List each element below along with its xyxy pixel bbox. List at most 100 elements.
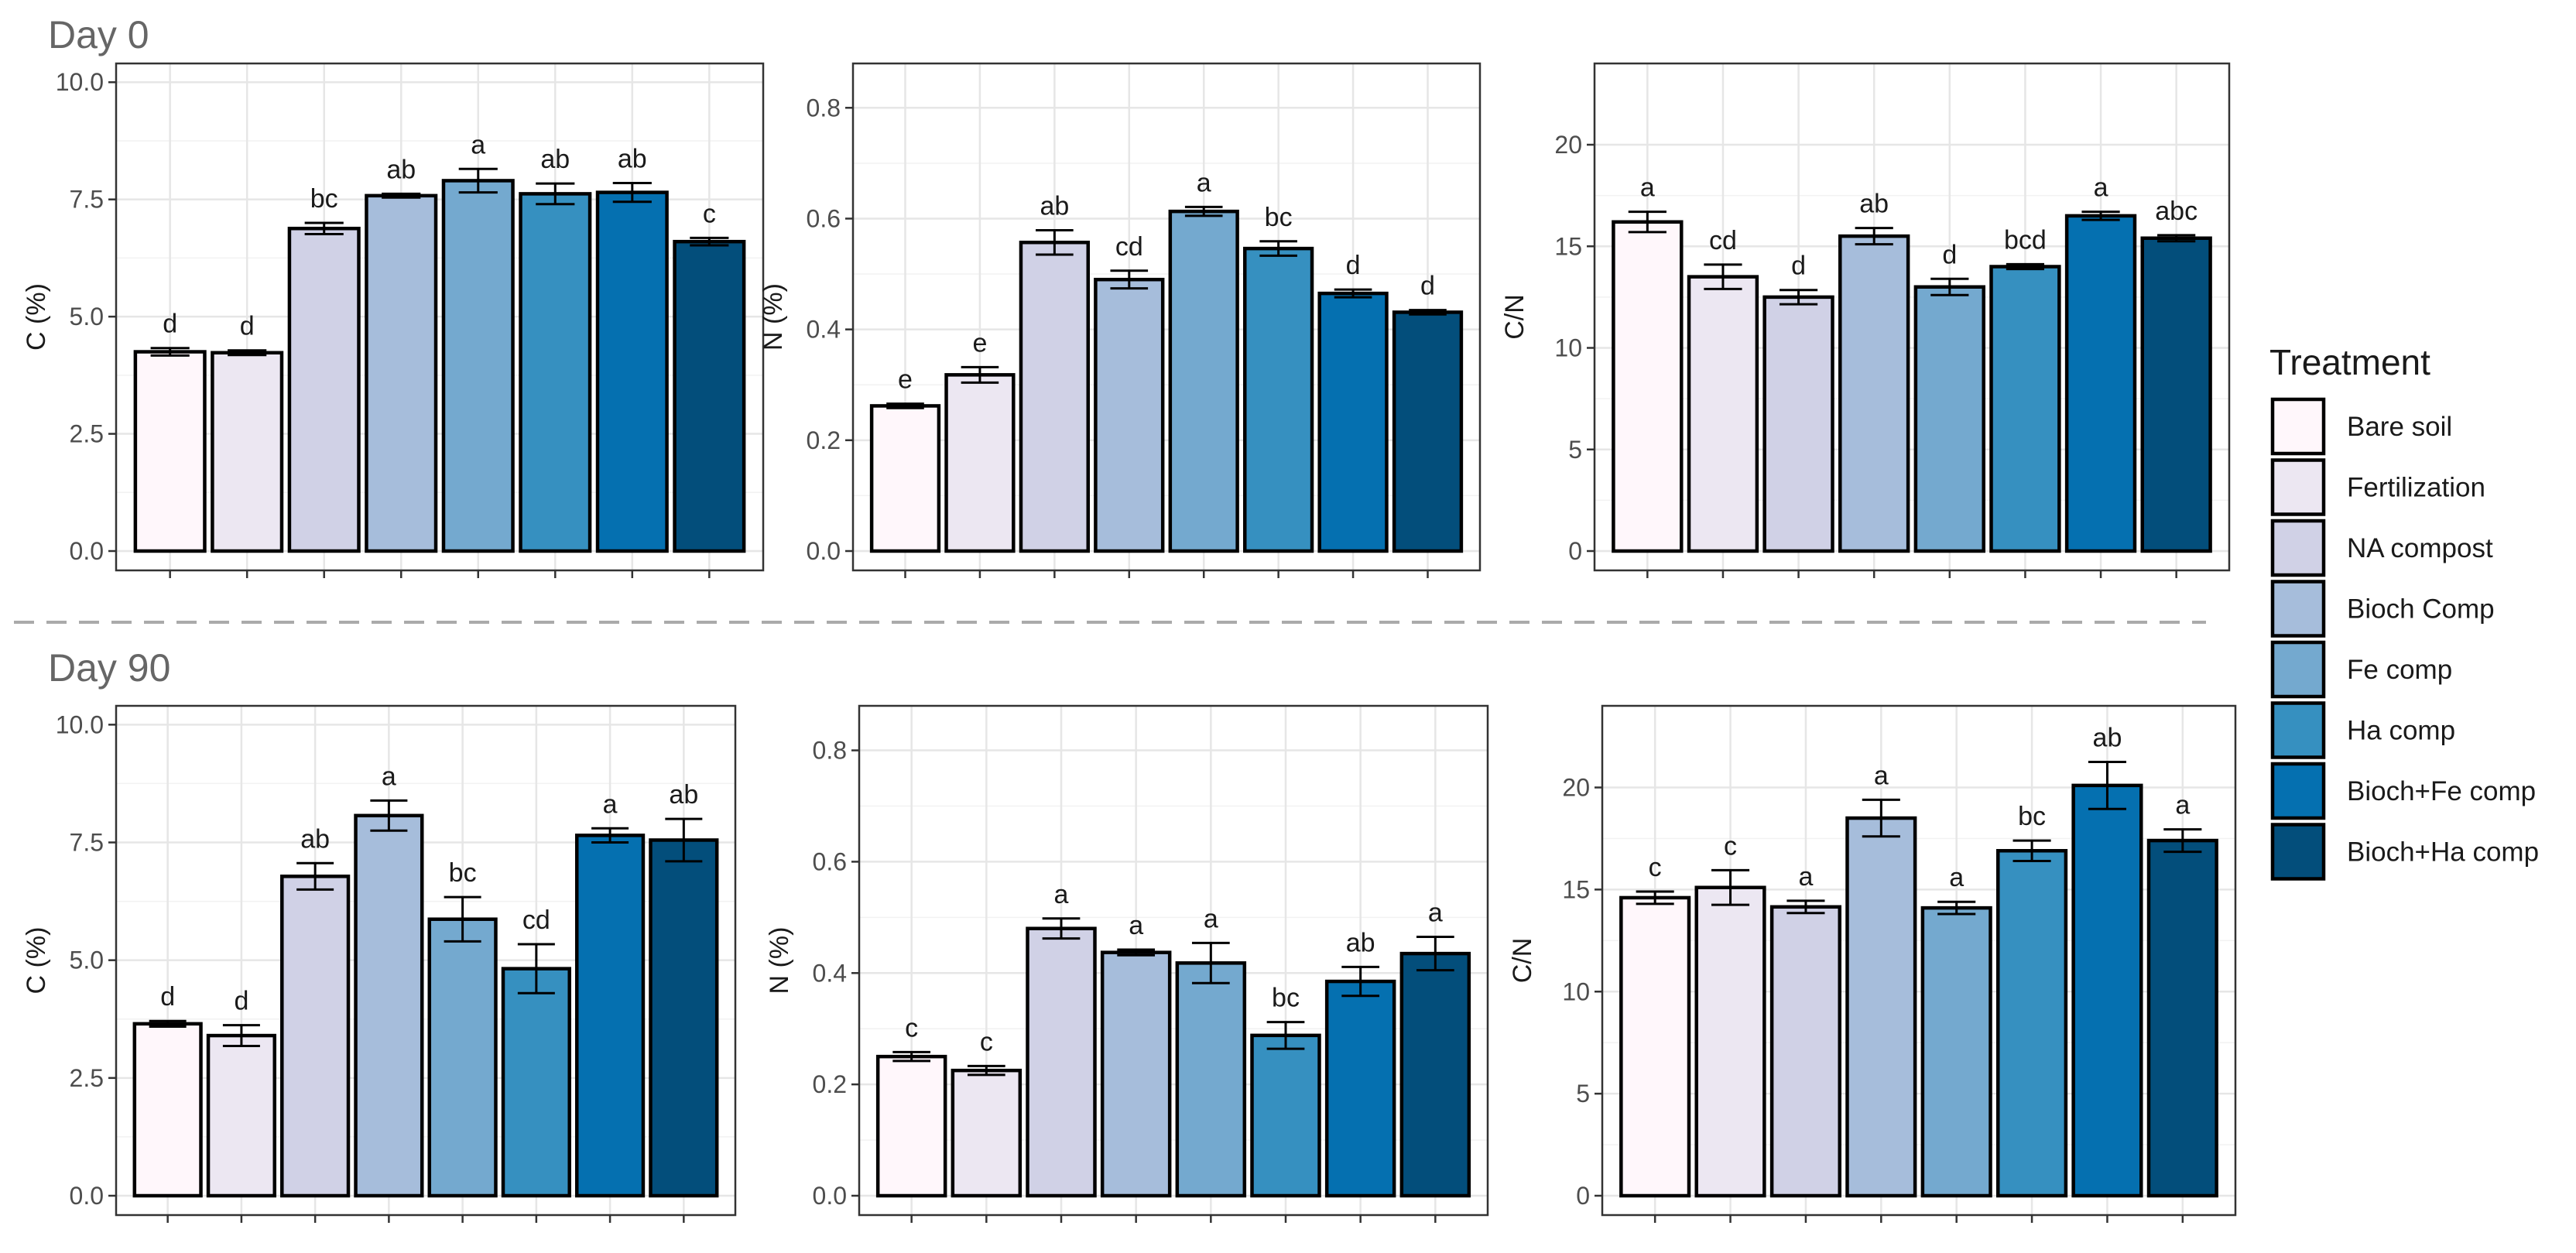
significance-label: d — [1942, 240, 1957, 269]
y-axis-title: C (%) — [22, 283, 51, 351]
legend-title: Treatment — [2269, 342, 2430, 382]
bar-7 — [2071, 783, 2143, 1198]
significance-label: ab — [1859, 190, 1889, 219]
legend-label: NA compost — [2347, 533, 2493, 563]
significance-label: c — [1724, 831, 1737, 861]
significance-label: bc — [1265, 203, 1293, 232]
legend-swatch — [2270, 397, 2326, 456]
y-tick-label: 0 — [1568, 537, 1582, 565]
bar-3 — [287, 226, 361, 553]
y-axis-title: C/N — [1500, 294, 1530, 340]
legend-label: Fertilization — [2347, 473, 2485, 503]
legend-swatch — [2270, 519, 2326, 577]
day0-title: Day 0 — [48, 13, 149, 56]
bar-5 — [1168, 209, 1239, 553]
y-tick-label: 5.0 — [70, 303, 104, 330]
significance-label: a — [1129, 911, 1143, 940]
day90-title: Day 90 — [48, 646, 170, 690]
y-tick-label: 10 — [1562, 977, 1590, 1005]
panel-border — [115, 62, 765, 572]
y-tick-label: 0 — [1576, 1182, 1590, 1210]
significance-label: c — [1649, 853, 1662, 882]
significance-label: a — [1428, 899, 1443, 928]
significance-label: ab — [300, 824, 330, 854]
panel-border — [1601, 704, 2237, 1217]
significance-label: a — [1798, 862, 1813, 892]
bar-6 — [519, 192, 592, 553]
y-tick-label: 0.4 — [813, 959, 847, 987]
y-tick-label: 15 — [1562, 875, 1590, 903]
legend-label: Bioch+Fe comp — [2347, 776, 2536, 806]
bar-7 — [2064, 214, 2137, 553]
bar-1 — [1619, 895, 1691, 1198]
bar-5 — [1913, 285, 1985, 553]
bar-1 — [132, 1022, 203, 1198]
bar-4 — [354, 813, 424, 1198]
y-tick-label: 0.8 — [813, 737, 847, 765]
significance-label: ab — [669, 780, 698, 810]
bar-5 — [1920, 906, 1992, 1198]
bar-8 — [2140, 236, 2212, 553]
bar-5 — [441, 179, 515, 553]
bar-5 — [1175, 961, 1247, 1198]
bar-5 — [427, 917, 498, 1198]
bar-4 — [1845, 816, 1917, 1198]
y-tick-label: 0.4 — [807, 316, 841, 344]
bar-3 — [1762, 295, 1834, 553]
legend-swatch — [2270, 458, 2326, 516]
significance-label: abc — [2155, 197, 2197, 226]
significance-label: ab — [618, 144, 647, 173]
y-axis-title: C (%) — [22, 927, 51, 995]
bar-6 — [1996, 849, 2068, 1198]
bar-3 — [1019, 240, 1090, 553]
legend-label: Bioch+Ha comp — [2347, 837, 2539, 868]
significance-label: bc — [449, 858, 477, 888]
bar-1 — [1612, 220, 1684, 553]
legend-swatch — [2270, 640, 2326, 699]
significance-label: a — [603, 789, 618, 819]
significance-label: d — [160, 982, 175, 1012]
significance-label: a — [1204, 904, 1218, 933]
chart-panel-4: 0.0 2.5 5.0 7.5 10.0 C (%) d d ab a bc cd a ab — [22, 704, 737, 1223]
bar-4 — [1838, 234, 1910, 553]
panel-border — [115, 704, 737, 1217]
legend-label: Fe comp — [2347, 655, 2452, 685]
significance-label: ab — [1040, 191, 1069, 221]
bar-4 — [365, 193, 438, 553]
bar-6 — [501, 967, 571, 1198]
bar-4 — [1094, 277, 1165, 553]
legend-label: Bare soil — [2347, 412, 2452, 442]
y-tick-label: 0.0 — [807, 537, 841, 565]
significance-label: e — [972, 328, 987, 358]
chart-panel-1: 0.0 2.5 5.0 7.5 10.0 C (%) d d bc ab a ab ab c — [22, 62, 765, 578]
y-tick-label: 0.8 — [807, 94, 841, 122]
y-tick-label: 0.0 — [813, 1182, 847, 1210]
significance-label: cd — [522, 906, 550, 935]
significance-label: ab — [1346, 928, 1375, 957]
legend-swatch — [2270, 580, 2326, 638]
bar-6 — [1250, 1033, 1321, 1198]
bar-2 — [1687, 275, 1759, 553]
y-tick-label: 5 — [1568, 436, 1582, 464]
significance-label: a — [1949, 863, 1964, 892]
significance-label: d — [1346, 251, 1361, 280]
legend-label: Bioch Comp — [2347, 594, 2495, 625]
significance-label: cd — [1115, 232, 1143, 262]
y-tick-label: 0.6 — [813, 847, 847, 875]
significance-label: a — [1054, 880, 1069, 909]
bar-1 — [875, 1054, 947, 1198]
y-axis-title: N (%) — [759, 283, 788, 351]
chart-panel-6: 0 5 10 15 20 C/N c c a a a bc ab a — [1508, 704, 2237, 1223]
bar-8 — [649, 838, 719, 1198]
y-tick-label: 7.5 — [70, 186, 104, 214]
y-tick-label: 15 — [1554, 232, 1582, 260]
bar-7 — [1324, 979, 1396, 1198]
legend-swatch — [2270, 701, 2326, 759]
panel-border — [858, 704, 1489, 1217]
significance-label: ab — [2093, 724, 2122, 753]
y-tick-label: 2.5 — [70, 1064, 104, 1092]
legend-label: Ha comp — [2347, 716, 2455, 746]
significance-label: a — [2094, 173, 2108, 203]
y-tick-label: 2.5 — [70, 420, 104, 448]
